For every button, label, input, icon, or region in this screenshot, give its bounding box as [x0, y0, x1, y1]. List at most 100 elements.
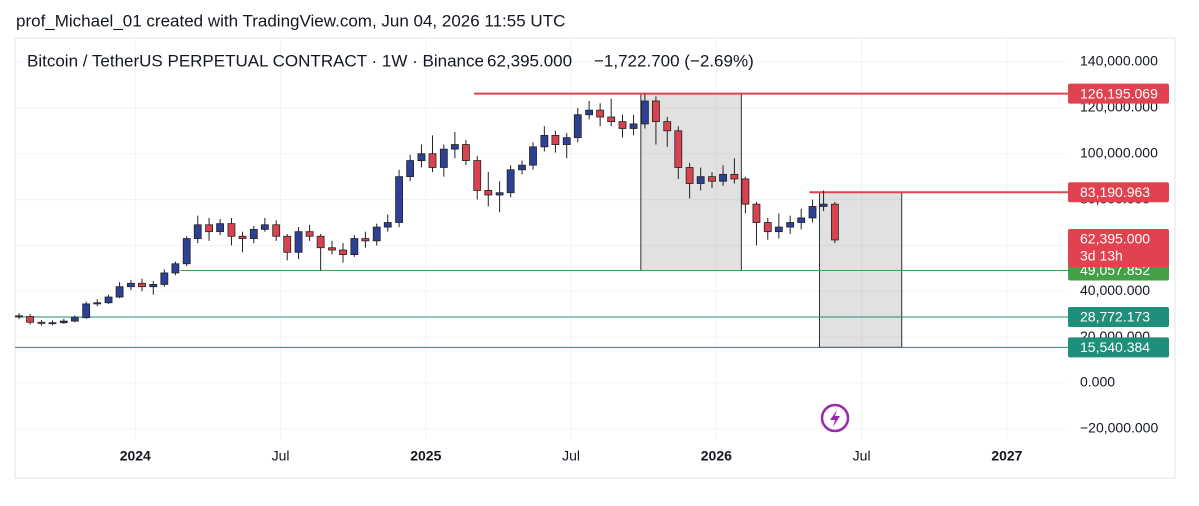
candle-body	[663, 121, 672, 132]
candle-body	[48, 322, 57, 325]
candle-body	[428, 153, 437, 168]
candle-body	[674, 130, 683, 168]
candle-body	[830, 203, 839, 241]
candle-body	[696, 176, 705, 184]
candle-body	[786, 222, 795, 228]
attribution: prof_Michael_01 created with TradingView…	[16, 11, 565, 30]
candle-body	[685, 167, 694, 184]
candle-body	[305, 231, 314, 237]
candle-body	[361, 238, 370, 242]
y-tick-label: 100,000.000	[1080, 144, 1158, 160]
candle-body	[328, 247, 336, 251]
x-tick-label: 2026	[701, 448, 732, 464]
candle-body	[260, 224, 269, 230]
y-tick-label: 0.000	[1080, 374, 1115, 390]
candle-body	[551, 134, 560, 145]
candle-body	[15, 315, 23, 318]
candle-body	[741, 178, 750, 205]
candle-body	[272, 224, 281, 237]
candle-body	[752, 203, 761, 223]
candle-body	[607, 116, 616, 123]
candle-body	[797, 217, 806, 223]
last-price-bg	[1068, 228, 1169, 267]
candle-body	[350, 238, 359, 256]
candle-body	[629, 123, 638, 129]
candle-body	[372, 226, 381, 242]
candle-body	[249, 228, 258, 239]
candle-body	[59, 320, 68, 324]
price-label-bg	[1068, 83, 1169, 104]
candle-body	[115, 286, 124, 298]
candle-body	[808, 206, 817, 219]
candle-body	[127, 282, 135, 288]
y-tick-label: −20,000.000	[1080, 420, 1158, 436]
candle-body	[70, 317, 79, 322]
last-price-label: 62,395.000	[1080, 231, 1150, 247]
candle-body	[640, 100, 649, 125]
price-label-bg	[1068, 182, 1169, 203]
candle-body	[294, 231, 303, 253]
candle-body	[473, 160, 482, 191]
chart-title: Bitcoin / TetherUS PERPETUAL CONTRACT · …	[27, 51, 484, 70]
candle-body	[383, 222, 392, 228]
price-label: 15,540.384	[1080, 339, 1150, 355]
candle-body	[708, 176, 716, 182]
candle-body	[540, 134, 549, 148]
candle-body	[193, 224, 202, 239]
candle-body	[730, 173, 739, 180]
x-tick-label: Jul	[272, 448, 290, 464]
candle-body	[182, 238, 191, 265]
candle-body	[484, 190, 493, 196]
candle-body	[138, 282, 146, 288]
candle-body	[93, 302, 102, 305]
price-label-bg	[1068, 307, 1169, 328]
candle-body	[596, 109, 605, 118]
candle-body	[495, 192, 504, 196]
x-tick-label: 2025	[410, 448, 441, 464]
candle-body	[652, 100, 660, 123]
candle-body	[518, 164, 526, 171]
candle-body	[205, 224, 213, 233]
candle-body	[529, 146, 537, 166]
candle-body	[283, 235, 292, 253]
candle-body	[171, 263, 180, 274]
candle-body	[719, 173, 727, 182]
x-tick-label: 2024	[120, 448, 151, 464]
candle-body	[450, 144, 459, 150]
candle-body	[585, 109, 594, 116]
candle-body	[506, 169, 515, 194]
replay-icon[interactable]	[820, 403, 850, 433]
y-tick-label: 40,000.000	[1080, 282, 1150, 298]
candle-body	[160, 272, 169, 285]
candle-body	[316, 235, 325, 249]
candle-body	[238, 235, 247, 239]
candle-body	[104, 296, 113, 304]
chart-frame	[14, 37, 1176, 479]
legend-price: 62,395.000	[487, 51, 572, 70]
candle-body	[618, 121, 627, 129]
candle-body	[227, 223, 236, 237]
candle-body	[562, 137, 571, 145]
candle-body	[339, 249, 347, 256]
price-label: 83,190.963	[1080, 184, 1150, 200]
candle-body	[37, 321, 46, 324]
x-tick-label: 2027	[991, 448, 1022, 464]
candle-body	[819, 203, 828, 207]
price-label: 28,772.173	[1080, 309, 1150, 325]
x-tick-label: Jul	[562, 448, 580, 464]
candle-body	[439, 148, 448, 168]
candle-body	[774, 226, 783, 233]
candle-body	[417, 153, 426, 161]
candle-body	[406, 160, 415, 178]
candle-body	[573, 114, 582, 139]
candle-body	[462, 144, 470, 161]
price-label: 126,195.069	[1080, 85, 1158, 101]
candle-body	[216, 223, 225, 233]
legend-change: −1,722.700 (−2.69%)	[594, 51, 754, 70]
candle-body	[82, 303, 91, 319]
candle-body	[149, 284, 158, 288]
candle-body	[395, 176, 403, 223]
x-tick-label: Jul	[853, 448, 871, 464]
